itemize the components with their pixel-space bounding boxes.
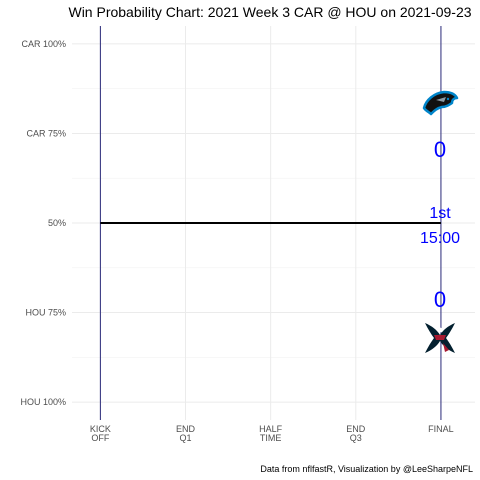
game-clock-quarter: 1st — [429, 205, 451, 222]
home-team-score: 0 — [434, 287, 446, 312]
y-tick-label: CAR 75% — [26, 128, 66, 138]
x-tick-label-line: OFF — [91, 433, 109, 443]
x-tick-label-line: END — [346, 424, 366, 434]
away-team-score: 0 — [434, 137, 446, 162]
x-tick-label: FINAL — [428, 424, 454, 434]
x-tick-label-line: FINAL — [428, 424, 454, 434]
x-tick-label: END Q1 — [176, 424, 196, 443]
y-axis-ticks: CAR 100% CAR 75% 50% HOU 75% HOU 100% — [20, 39, 66, 407]
x-tick-label-line: KICK — [90, 424, 111, 434]
y-tick-label: HOU 75% — [25, 308, 66, 318]
x-tick-label-line: Q3 — [350, 433, 362, 443]
chart-title: Win Probability Chart: 2021 Week 3 CAR @… — [68, 4, 471, 20]
chart-caption: Data from nflfastR, Visualization by @Le… — [260, 464, 473, 474]
x-tick-label-line: END — [176, 424, 196, 434]
x-tick-label: END Q3 — [346, 424, 366, 443]
x-tick-label: KICK OFF — [90, 424, 111, 443]
y-tick-label: HOU 100% — [20, 397, 66, 407]
game-clock-time: 15:00 — [420, 230, 460, 247]
x-tick-label-line: TIME — [260, 433, 282, 443]
panthers-logo-icon — [422, 90, 459, 116]
x-tick-label: HALF TIME — [259, 424, 283, 443]
x-tick-label-line: Q1 — [180, 433, 192, 443]
y-tick-label: CAR 100% — [21, 39, 66, 49]
x-tick-label-line: HALF — [259, 424, 283, 434]
texans-logo-icon — [425, 323, 455, 353]
y-tick-label: 50% — [48, 218, 66, 228]
